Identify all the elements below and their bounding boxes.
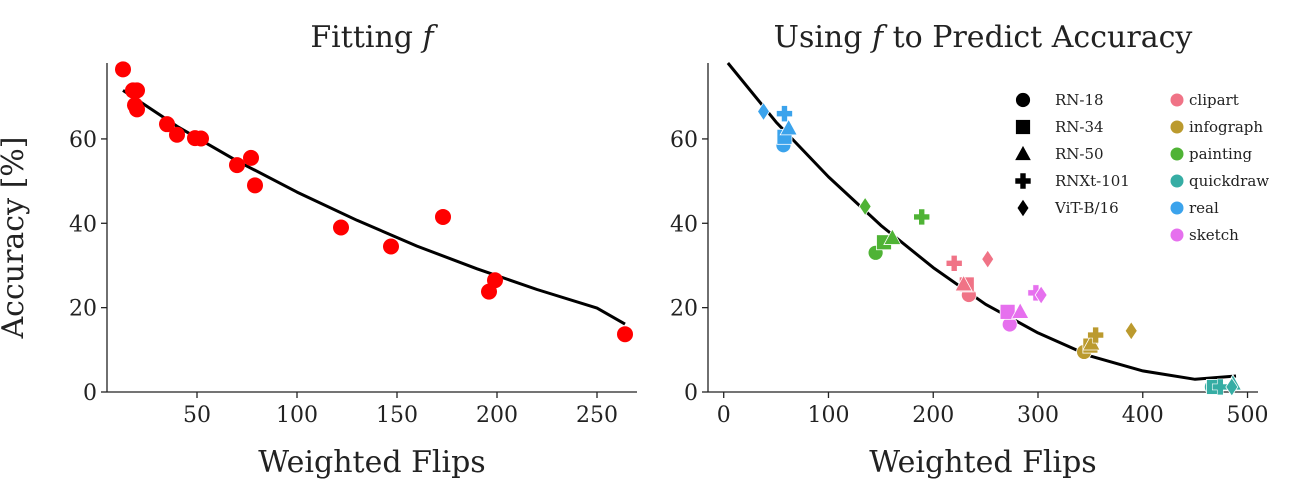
- x-tick-label: 0: [717, 403, 731, 428]
- x-tick-label: 250: [576, 403, 618, 428]
- y-axis-label: Accuracy [%]: [0, 136, 31, 339]
- data-point-infograph: [1124, 321, 1138, 341]
- data-point-clipart: [954, 274, 973, 292]
- data-point: [129, 101, 145, 118]
- data-point-quickdraw: [1225, 377, 1239, 397]
- legend-label: painting: [1189, 145, 1252, 163]
- x-tick-label: 300: [1017, 403, 1059, 428]
- legend-label: RN-50: [1055, 145, 1104, 163]
- legend-marker-square: [1015, 119, 1031, 135]
- x-axis-label: Weighted Flips: [869, 445, 1096, 480]
- data-point: [435, 208, 451, 225]
- data-point-clipart: [945, 255, 963, 272]
- legend-label: real: [1189, 199, 1219, 217]
- legend-marker-triangle: [1013, 144, 1033, 161]
- x-tick-label: 100: [276, 403, 318, 428]
- data-point-infograph: [1087, 326, 1104, 344]
- data-point-painting: [913, 208, 931, 226]
- legend-label: quickdraw: [1189, 172, 1269, 190]
- legend-swatch: [1170, 147, 1184, 161]
- legend-label: sketch: [1189, 226, 1239, 244]
- data-point: [229, 157, 245, 174]
- legend-marker-plus: [1014, 172, 1032, 190]
- legend-swatch: [1170, 120, 1184, 134]
- legend-swatch: [1170, 93, 1184, 107]
- y-tick-label: 40: [69, 212, 97, 237]
- x-tick-label: 500: [1227, 403, 1269, 428]
- data-point: [383, 238, 399, 255]
- data-point: [333, 219, 349, 236]
- data-point: [129, 82, 145, 99]
- data-point-clipart: [981, 249, 995, 269]
- y-tick-label: 0: [83, 381, 97, 406]
- data-point-real: [779, 118, 798, 136]
- data-point-real: [757, 101, 771, 122]
- x-tick-label: 100: [807, 403, 849, 428]
- data-point: [115, 61, 131, 78]
- data-point: [487, 272, 503, 289]
- legend-swatch: [1170, 174, 1184, 188]
- legend-label: ViT-B/16: [1054, 199, 1119, 217]
- x-tick-label: 150: [376, 403, 418, 428]
- data-point-painting: [858, 196, 872, 217]
- fit-curve: [726, 62, 1237, 381]
- y-tick-label: 0: [684, 381, 698, 406]
- data-point-quickdraw: [1211, 378, 1229, 396]
- x-tick-label: 200: [476, 403, 518, 428]
- data-point: [617, 326, 633, 343]
- data-point: [193, 130, 209, 147]
- legend-swatch: [1170, 228, 1184, 242]
- y-tick-label: 60: [670, 128, 698, 153]
- data-point: [159, 116, 175, 133]
- fit-curve: [122, 89, 626, 326]
- legend-label: infograph: [1189, 118, 1263, 136]
- y-tick-label: 60: [69, 128, 97, 153]
- legend-label: RNXt-101: [1055, 172, 1130, 190]
- legend-marker-diamond: [1016, 198, 1030, 218]
- data-point: [247, 177, 263, 194]
- x-axis-label: Weighted Flips: [258, 445, 485, 480]
- x-tick-label: 400: [1122, 403, 1164, 428]
- legend-label: clipart: [1189, 91, 1239, 109]
- legend-swatch: [1170, 201, 1184, 215]
- x-tick-label: 200: [912, 403, 954, 428]
- x-tick-label: 50: [183, 403, 211, 428]
- data-point: [169, 126, 185, 143]
- y-tick-label: 40: [670, 212, 698, 237]
- legend-label: RN-34: [1055, 118, 1104, 136]
- legend-label: RN-18: [1055, 91, 1104, 109]
- data-point-real: [776, 105, 793, 122]
- data-point-painting: [883, 228, 902, 245]
- data-point-sketch: [1034, 285, 1048, 305]
- data-point-sketch: [1011, 302, 1030, 319]
- data-point: [243, 149, 259, 166]
- y-tick-label: 20: [670, 297, 698, 322]
- chart-title: Fitting 𝑓: [310, 20, 438, 55]
- chart-title: Using 𝑓 to Predict Accuracy: [774, 20, 1193, 55]
- y-tick-label: 20: [69, 297, 97, 322]
- legend-marker-circle: [1015, 92, 1031, 108]
